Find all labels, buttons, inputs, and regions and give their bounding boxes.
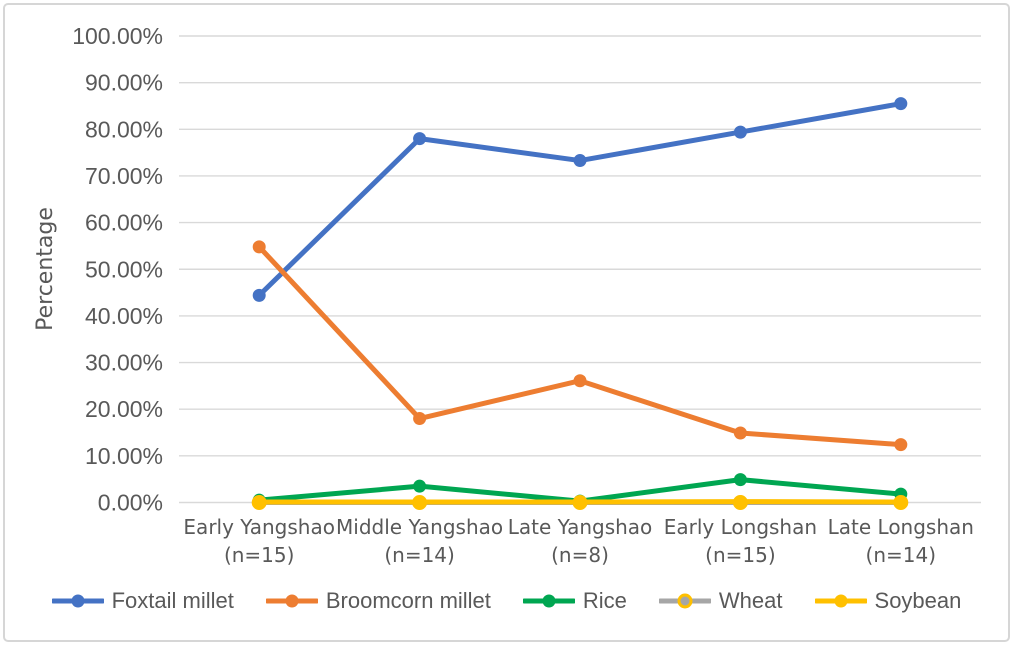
category-label: Middle Yangshao bbox=[336, 515, 503, 539]
y-axis-tick-labels: 100.00% 90.00% 80.00% 70.00% 60.00% 50.00% 40.… bbox=[72, 23, 163, 516]
data-point-soybean bbox=[252, 495, 266, 509]
x-axis-category-labels: Early Yangshao (n=15) Middle Yangshao (n=14… bbox=[183, 515, 974, 567]
y-tick-label: 60.00% bbox=[85, 210, 163, 236]
data-point-rice bbox=[413, 479, 427, 493]
y-axis-title: Percentage bbox=[33, 207, 58, 331]
y-tick-label: 20.00% bbox=[85, 396, 163, 422]
category-sublabel: (n=14) bbox=[384, 543, 455, 567]
legend-marker-broomcorn-millet bbox=[265, 594, 318, 608]
legend-dot bbox=[677, 593, 693, 609]
data-point-broomcorn-millet bbox=[733, 426, 747, 440]
gridlines bbox=[179, 35, 981, 504]
data-point-rice bbox=[733, 473, 747, 487]
y-tick-label: 70.00% bbox=[85, 163, 163, 189]
series-foxtail-millet bbox=[252, 97, 908, 302]
data-point-soybean bbox=[894, 495, 908, 509]
category-label: Early Yangshao bbox=[183, 515, 335, 539]
legend-marker-rice bbox=[522, 594, 575, 608]
data-point-soybean bbox=[573, 495, 587, 509]
legend-label: Broomcorn millet bbox=[325, 588, 491, 613]
chart-border-frame bbox=[3, 3, 1010, 642]
legend-marker-wheat bbox=[658, 593, 711, 609]
legend-label: Foxtail millet bbox=[111, 588, 234, 613]
y-tick-label: 0.00% bbox=[98, 490, 163, 516]
data-point-foxtail-millet bbox=[894, 97, 908, 111]
legend-label: Rice bbox=[582, 588, 627, 613]
legend-marker-foxtail-millet bbox=[51, 594, 104, 608]
series-line-foxtail-millet bbox=[256, 101, 904, 298]
data-point-soybean bbox=[413, 495, 427, 509]
legend-marker-soybean bbox=[814, 594, 867, 608]
y-tick-label: 50.00% bbox=[85, 256, 163, 282]
legend-item-wheat: Wheat bbox=[658, 588, 783, 614]
legend-dot bbox=[285, 594, 299, 608]
data-point-broomcorn-millet bbox=[413, 412, 427, 426]
legend-label: Wheat bbox=[718, 588, 783, 613]
series-line-broomcorn-millet bbox=[256, 244, 904, 448]
data-point-foxtail-millet bbox=[573, 154, 587, 168]
data-point-foxtail-millet bbox=[252, 288, 266, 302]
category-label: Early Longshan bbox=[664, 515, 817, 539]
legend-item-rice: Rice bbox=[522, 588, 627, 614]
legend-dot bbox=[71, 594, 85, 608]
y-tick-label: 100.00% bbox=[72, 23, 163, 49]
legend-item-foxtail-millet: Foxtail millet bbox=[51, 588, 234, 614]
data-point-soybean bbox=[733, 495, 747, 509]
category-label: Late Longshan bbox=[828, 515, 974, 539]
series-soybean bbox=[252, 495, 908, 509]
legend-item-broomcorn-millet: Broomcorn millet bbox=[265, 588, 491, 614]
category-sublabel: (n=8) bbox=[551, 543, 609, 567]
data-point-foxtail-millet bbox=[733, 125, 747, 139]
y-tick-label: 40.00% bbox=[85, 303, 163, 329]
legend-item-soybean: Soybean bbox=[814, 588, 962, 614]
y-tick-label: 90.00% bbox=[85, 70, 163, 96]
data-point-foxtail-millet bbox=[413, 132, 427, 146]
data-point-broomcorn-millet bbox=[894, 438, 908, 452]
category-sublabel: (n=15) bbox=[705, 543, 776, 567]
legend-label: Soybean bbox=[874, 588, 962, 613]
y-tick-label: 80.00% bbox=[85, 116, 163, 142]
series-broomcorn-millet bbox=[252, 240, 908, 452]
data-point-broomcorn-millet bbox=[573, 374, 587, 388]
legend-dot bbox=[542, 594, 556, 608]
legend-dot bbox=[834, 594, 848, 608]
legend: Foxtail millet Broomcorn millet Rice Wheat S… bbox=[0, 588, 1013, 614]
category-sublabel: (n=15) bbox=[224, 543, 295, 567]
data-point-broomcorn-millet bbox=[252, 240, 266, 254]
y-tick-label: 30.00% bbox=[85, 350, 163, 376]
series-lines bbox=[251, 97, 909, 510]
y-tick-label: 10.00% bbox=[85, 443, 163, 469]
category-sublabel: (n=14) bbox=[866, 543, 937, 567]
category-label: Late Yangshao bbox=[508, 515, 653, 539]
